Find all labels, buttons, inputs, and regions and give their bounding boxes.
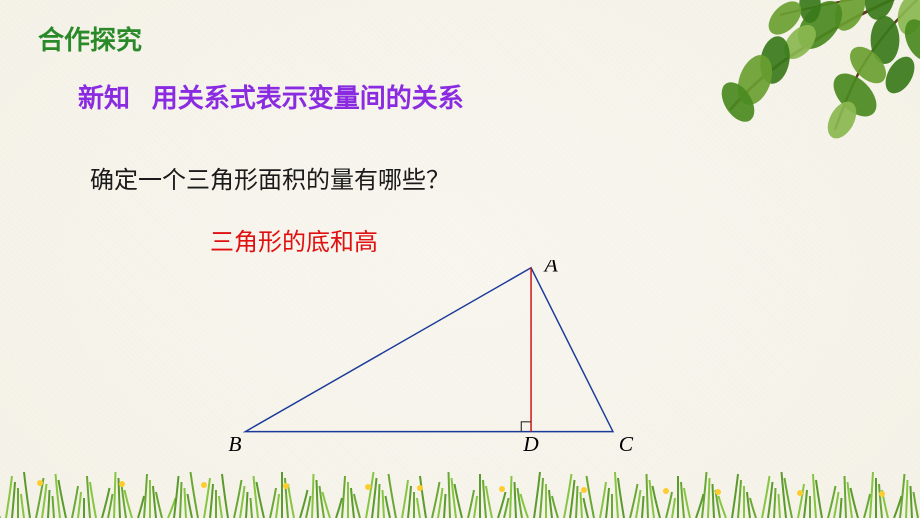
- vertex-label-c: C: [619, 432, 634, 455]
- section-header: 合作探究: [38, 20, 142, 57]
- vertex-label-a: A: [543, 260, 559, 277]
- triangle-svg: A B C D: [225, 260, 685, 455]
- vertex-label-d: D: [522, 432, 539, 455]
- subtitle-prefix: 新知: [78, 83, 130, 113]
- vertex-label-b: B: [228, 432, 241, 455]
- right-angle-marker: [521, 422, 531, 432]
- grass-decoration: [0, 463, 920, 518]
- triangle-diagram: A B C D: [225, 260, 685, 455]
- answer-text: 三角形的底和高: [210, 222, 378, 257]
- question-text: 确定一个三角形面积的量有哪些？: [90, 160, 450, 195]
- triangle-outline: [245, 268, 613, 432]
- leaves-decoration: [660, 0, 920, 160]
- subtitle-text: 用关系式表示变量间的关系: [152, 83, 464, 113]
- subtitle: 新知 用关系式表示变量间的关系: [78, 78, 464, 115]
